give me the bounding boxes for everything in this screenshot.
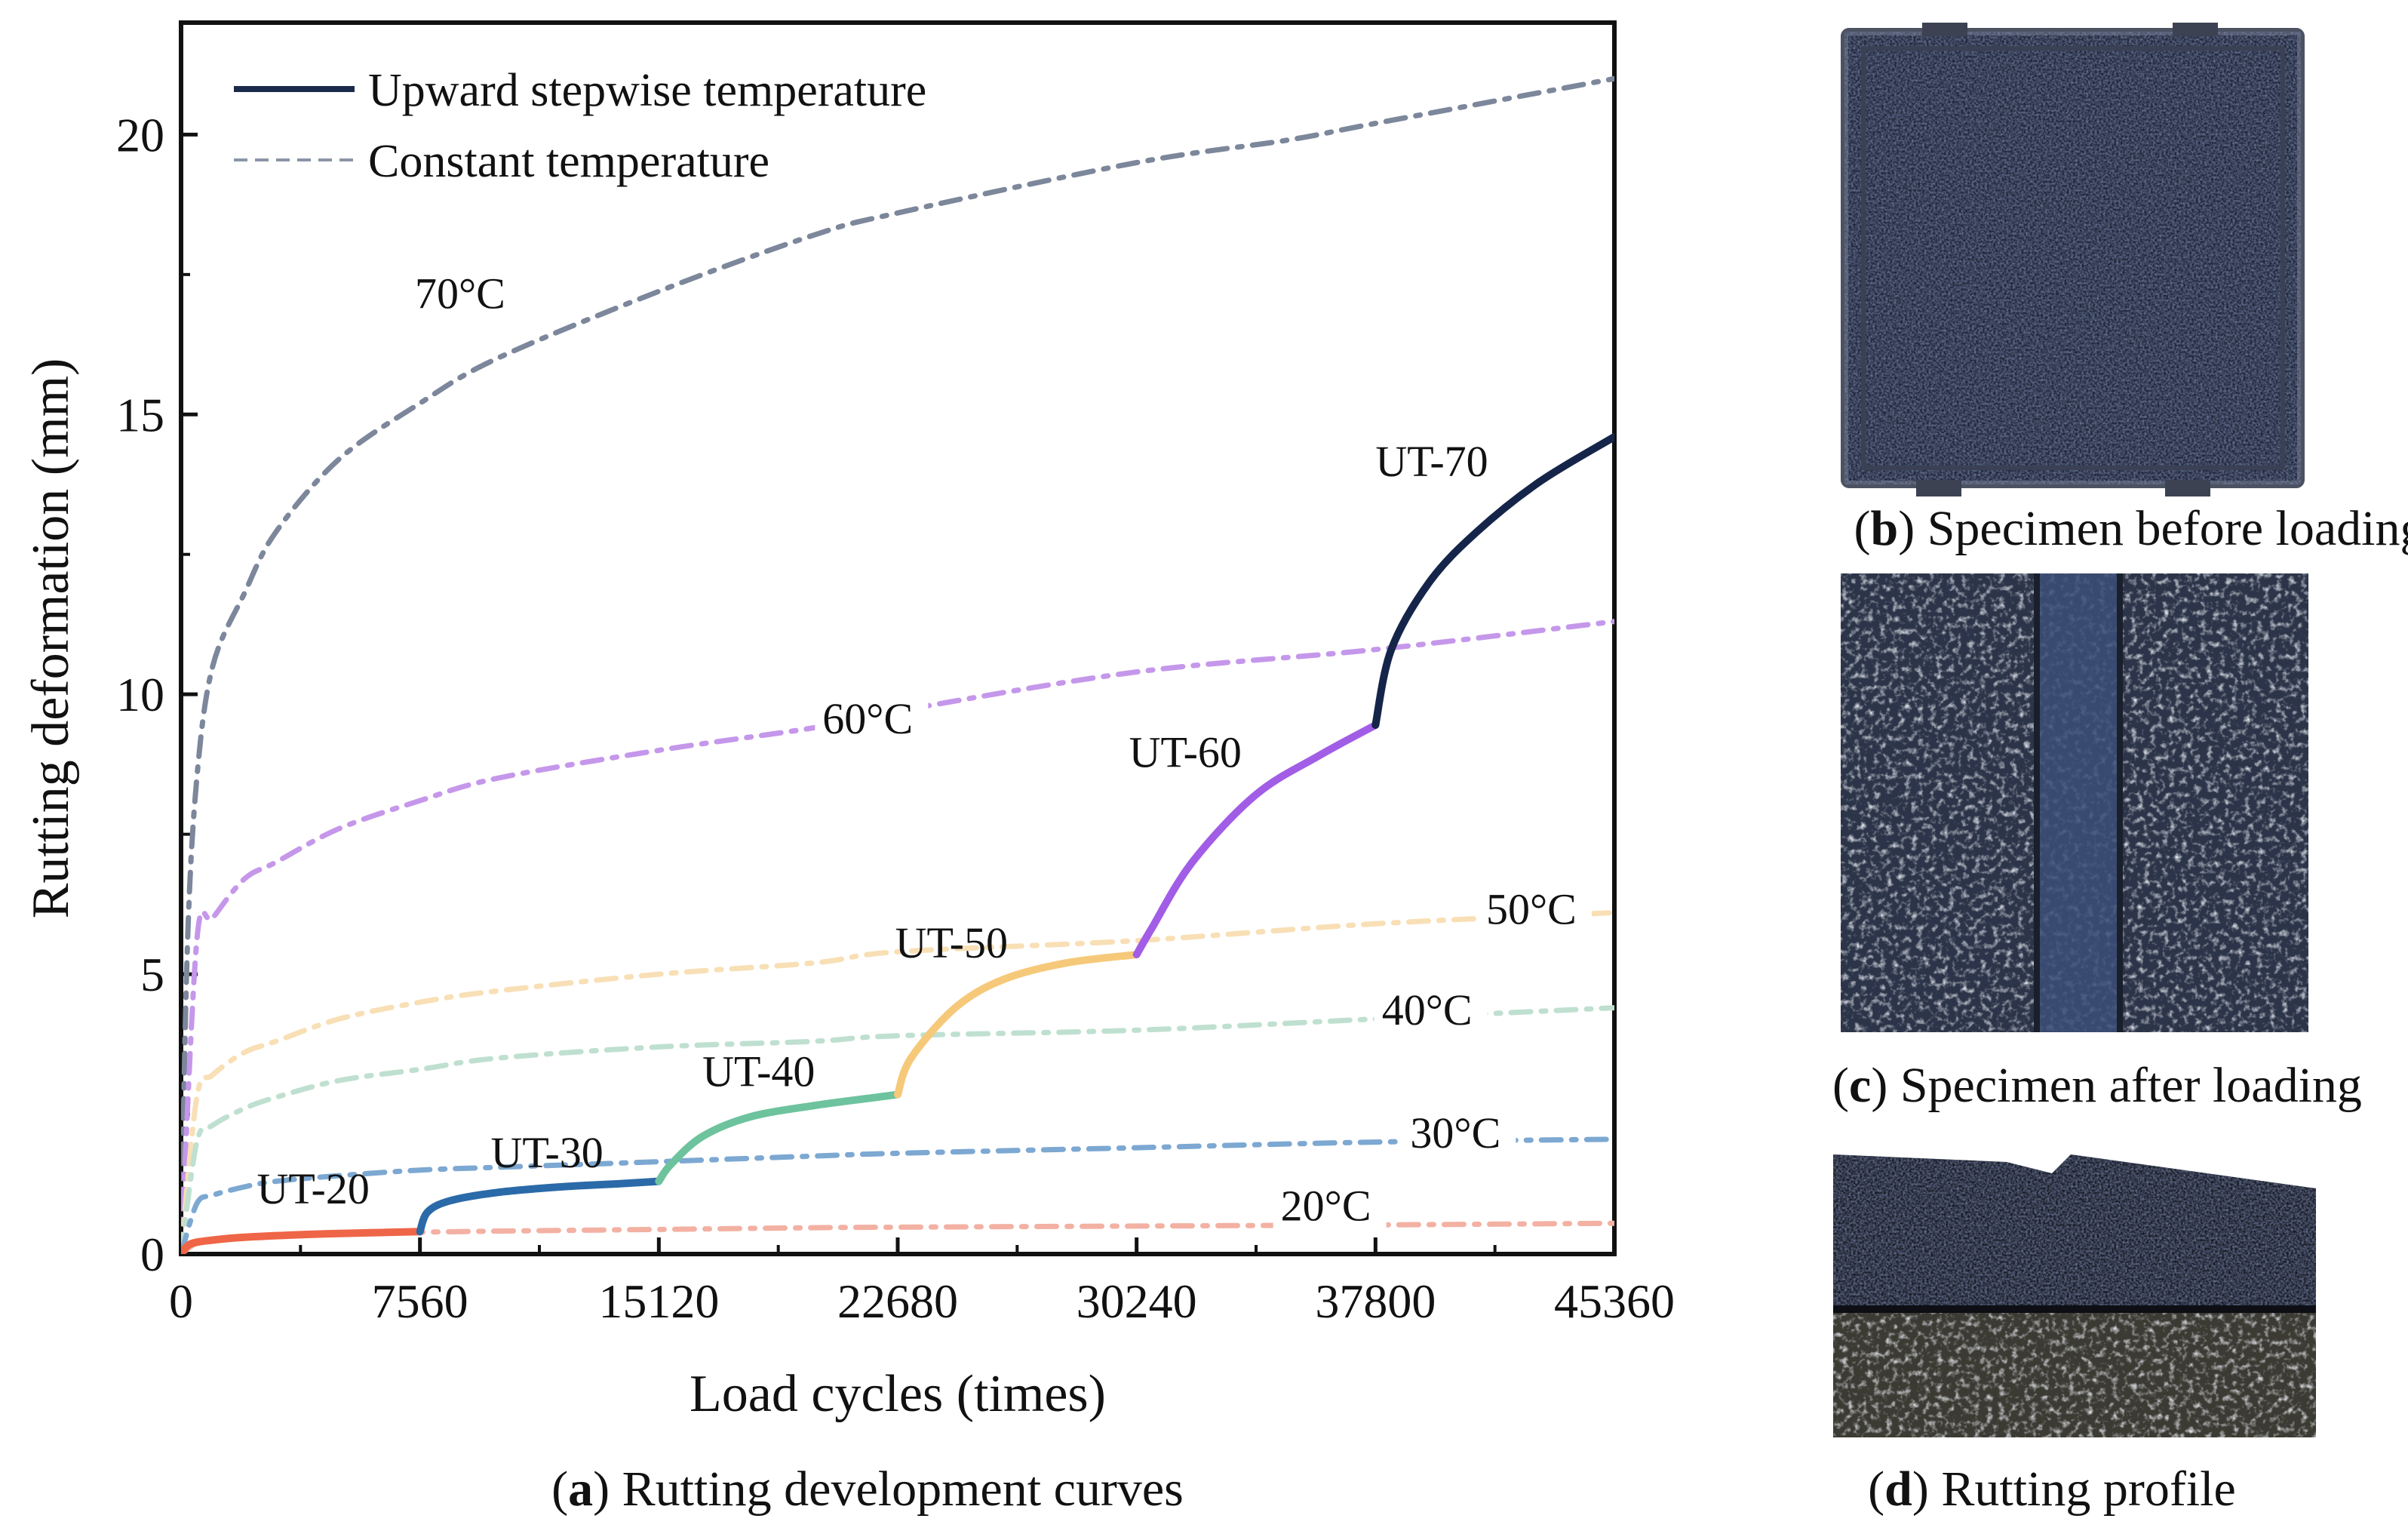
caption-a-letter: a [568,1462,593,1517]
stepwise-series-ut-50 [894,951,1141,1099]
y-tick-label: 10 [116,668,164,721]
series-layer [181,75,1614,1254]
constant-series-70c [181,75,1614,1254]
x-tick-label: 37800 [1315,1274,1436,1328]
constant-label-20c: 20°C [1281,1181,1371,1230]
label-backdrop [1374,985,1488,1035]
caption-d-letter: d [1884,1462,1912,1517]
x-tick-label: 45360 [1554,1274,1675,1328]
stepwise-series-ut-20 [181,1228,424,1254]
stepwise-label-ut-60: UT-60 [1129,728,1242,777]
constant-label-50c: 50°C [1486,884,1577,933]
stepwise-series-ut-70 [1371,432,1614,729]
caption-d: (d) Rutting profile [1868,1462,2236,1517]
stepwise-series-ut-60 [1132,721,1380,959]
stepwise-series-ut-30 [416,1177,663,1236]
label-backdrop [815,694,929,745]
constant-label-70c: 70°C [415,269,505,318]
caption-b-letter: b [1871,501,1899,556]
x-axis-label: Load cycles (times) [690,1365,1106,1423]
caption-c-text: Specimen after loading [1900,1058,2362,1113]
caption-b-text: Specimen before loading [1927,501,2408,556]
y-tick-label: 5 [140,948,164,1001]
series-labels: 70°C 60°C 50°C 40°C 30°C 20°C UT-20 UT-30 UT-40 U… [257,269,1592,1231]
constant-label-60c: 60°C [822,694,913,743]
x-tick-label: 30240 [1077,1274,1197,1328]
x-axis: 0 7560 15120 22680 30240 37800 45360 [169,1237,1675,1328]
constant-series-50c [181,910,1614,1254]
y-axis-label: Rutting deformation (mm) [22,358,80,919]
stepwise-label-ut-30: UT-30 [490,1128,603,1177]
label-backdrop [1402,1108,1516,1159]
y-tick-label: 20 [116,108,164,161]
label-backdrop [407,269,521,319]
legend: Upward stepwise temperature Constant tem… [234,65,926,187]
constant-label-40c: 40°C [1382,985,1473,1034]
photo-rutting-profile [1833,1154,2316,1437]
caption-a-text: Rutting development curves [622,1462,1184,1517]
x-tick-label: 0 [169,1274,193,1328]
caption-c-letter: c [1849,1058,1871,1113]
constant-label-30c: 30°C [1410,1108,1500,1157]
x-tick-label: 7560 [372,1274,468,1328]
stepwise-label-ut-40: UT-40 [702,1047,815,1096]
y-tick-label: 0 [140,1228,164,1281]
x-tick-label: 15120 [598,1274,719,1328]
label-backdrop [1273,1181,1387,1231]
constant-series-60c [181,619,1614,1254]
rut-groove [2037,573,2120,1032]
caption-b: (b) Specimen before loading [1854,501,2408,556]
stepwise-label-ut-20: UT-20 [257,1164,370,1213]
constant-series-30c [181,1136,1614,1254]
caption-a: (a) Rutting development curves [551,1462,1184,1517]
caption-d-text: Rutting profile [1941,1462,2235,1517]
legend-entry-constant: Constant temperature [368,136,769,187]
caption-c: (c) Specimen after loading [1832,1058,2362,1113]
stepwise-label-ut-50: UT-50 [895,918,1008,967]
x-tick-label: 22680 [837,1274,958,1328]
stepwise-label-ut-70: UT-70 [1375,437,1488,486]
y-axis: 0 5 10 15 20 [116,108,198,1281]
constant-series-40c [181,1005,1614,1254]
y-tick-label: 15 [116,388,164,441]
photo-specimen-before [1841,23,2305,496]
rutting-chart: 0 7560 15120 22680 30240 37800 45360 05101520 … [22,20,1675,1423]
legend-entry-stepwise: Upward stepwise temperature [368,65,926,116]
photo-specimen-after [1841,573,2308,1032]
stepwise-series-ut-40 [655,1090,901,1185]
label-backdrop [1478,884,1592,935]
